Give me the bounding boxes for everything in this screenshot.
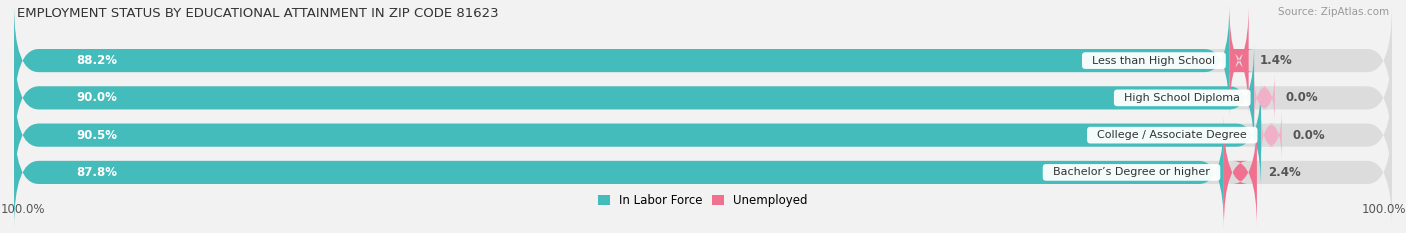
Text: 100.0%: 100.0%: [1361, 203, 1406, 216]
Text: 88.2%: 88.2%: [76, 54, 117, 67]
FancyBboxPatch shape: [1261, 110, 1282, 161]
FancyBboxPatch shape: [14, 42, 1392, 153]
Text: 100.0%: 100.0%: [0, 203, 45, 216]
Text: 90.0%: 90.0%: [76, 91, 117, 104]
FancyBboxPatch shape: [14, 117, 1392, 228]
Text: High School Diploma: High School Diploma: [1118, 93, 1247, 103]
FancyBboxPatch shape: [1254, 72, 1275, 123]
Text: 0.0%: 0.0%: [1292, 129, 1326, 142]
FancyBboxPatch shape: [14, 5, 1392, 116]
Text: College / Associate Degree: College / Associate Degree: [1091, 130, 1254, 140]
FancyBboxPatch shape: [14, 117, 1223, 228]
FancyBboxPatch shape: [14, 80, 1392, 191]
Legend: In Labor Force, Unemployed: In Labor Force, Unemployed: [593, 190, 813, 212]
FancyBboxPatch shape: [14, 42, 1254, 153]
Text: Less than High School: Less than High School: [1085, 56, 1222, 65]
FancyBboxPatch shape: [14, 5, 1229, 116]
Text: Bachelor’s Degree or higher: Bachelor’s Degree or higher: [1046, 168, 1218, 177]
Text: Source: ZipAtlas.com: Source: ZipAtlas.com: [1278, 7, 1389, 17]
Text: 87.8%: 87.8%: [76, 166, 117, 179]
Text: 0.0%: 0.0%: [1286, 91, 1319, 104]
Text: 2.4%: 2.4%: [1268, 166, 1301, 179]
Text: 90.5%: 90.5%: [76, 129, 117, 142]
FancyBboxPatch shape: [1223, 5, 1254, 116]
Text: 1.4%: 1.4%: [1260, 54, 1292, 67]
Text: EMPLOYMENT STATUS BY EDUCATIONAL ATTAINMENT IN ZIP CODE 81623: EMPLOYMENT STATUS BY EDUCATIONAL ATTAINM…: [17, 7, 499, 20]
FancyBboxPatch shape: [1223, 117, 1257, 228]
FancyBboxPatch shape: [14, 80, 1261, 191]
